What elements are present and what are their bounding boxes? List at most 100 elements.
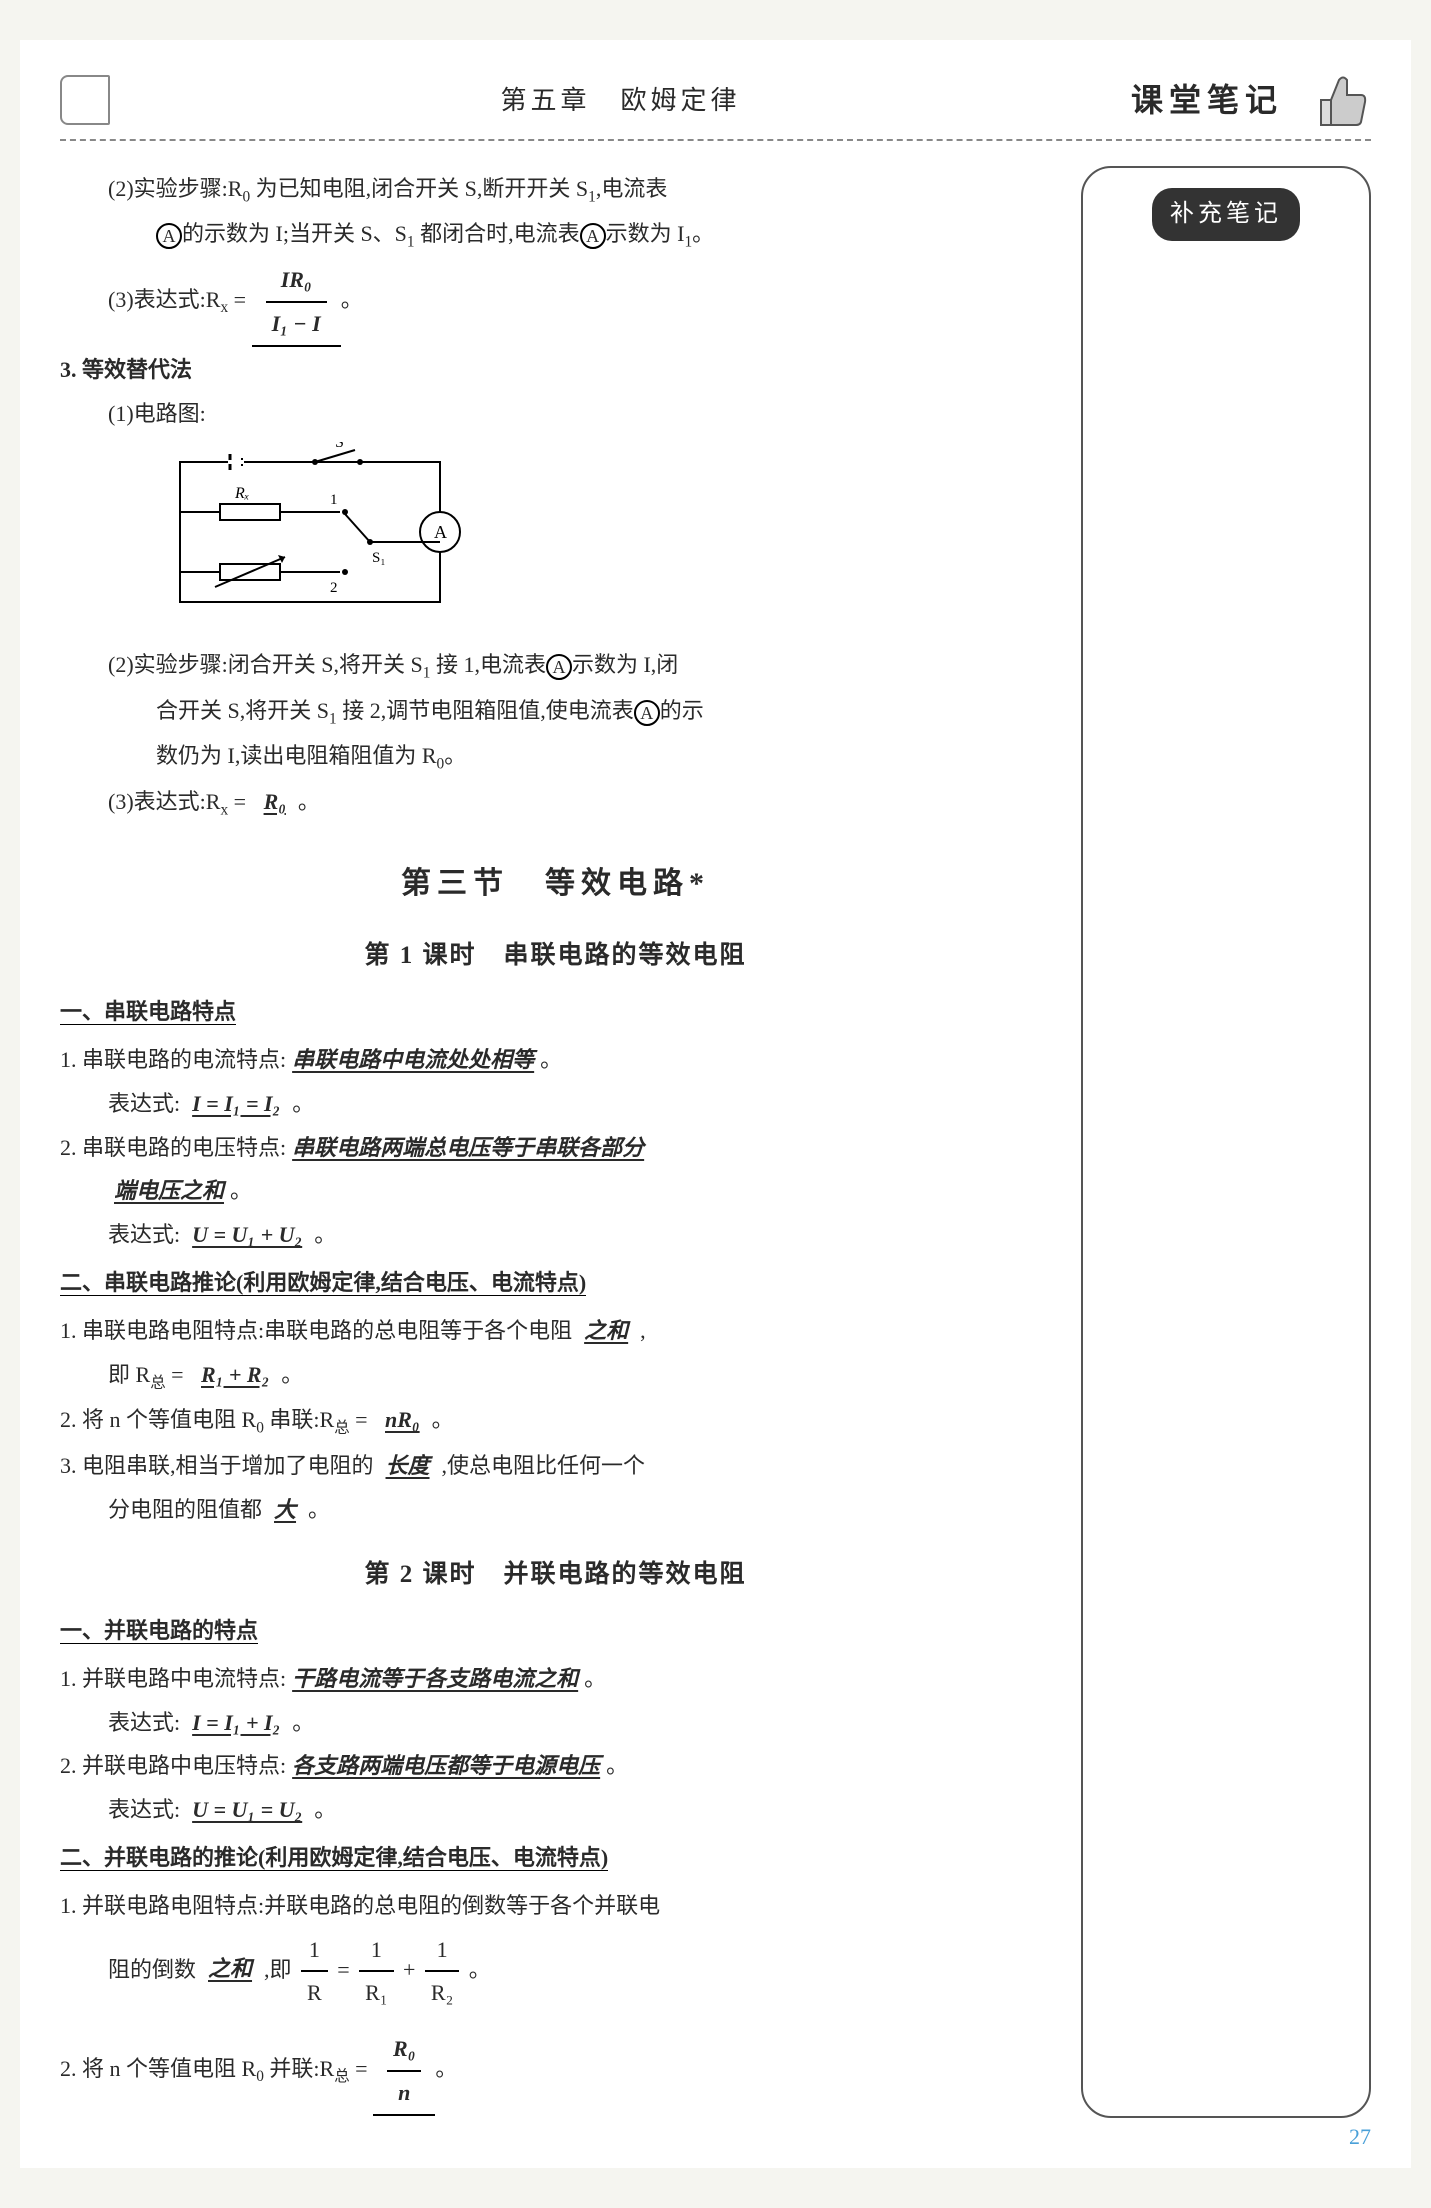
book-icon [60, 75, 110, 125]
text: 。 [432, 1407, 454, 1432]
notes-sidebar: 补充笔记 [1081, 166, 1371, 2118]
numerator: R₀ [387, 2028, 421, 2072]
answer-blank: U = U₁ + U₂ [180, 1222, 314, 1247]
answer-blank: 端电压之和 [108, 1178, 230, 1203]
answer-blank: IR₀ I₁ − I [252, 259, 341, 347]
section-title: 第三节 等效电路* [60, 855, 1051, 912]
text: (3)表达式:R [108, 789, 220, 814]
text: 合开关 S,将开关 S [156, 698, 329, 723]
m3-step2-l2: 合开关 S,将开关 S1 接 2,调节电阻箱阻值,使电流表A的示 [60, 690, 1051, 734]
lesson2-title: 第 2 课时 并联电路的等效电阻 [60, 1551, 1051, 1599]
text: 2. 并联电路中电压特点: [60, 1753, 286, 1778]
text: ,使总电阻比任何一个 [442, 1453, 646, 1478]
text: (2)实验步骤:R [108, 176, 242, 201]
text: + [403, 1956, 421, 1981]
text: = [228, 287, 251, 312]
text: 。 [308, 1497, 330, 1522]
fraction: R₀ n [387, 2028, 421, 2114]
fraction: IR₀ I₁ − I [266, 259, 327, 345]
text: 表达式: [108, 1797, 180, 1822]
text: 。 [469, 1956, 491, 1981]
text: 串联:R [264, 1407, 334, 1432]
numerator: IR₀ [266, 259, 327, 303]
parallel-voltage: 2. 并联电路中电压特点:各支路两端电压都等于电源电压。 [60, 1745, 1051, 1787]
series-voltage-l2: 端电压之和。 [60, 1170, 1051, 1212]
parallel-res-1b: 阻的倒数之和,即 1R = 1R₁ + 1R₂ 。 [60, 1929, 1051, 2015]
text: ,即 [264, 1956, 292, 1981]
svg-text:2: 2 [330, 580, 338, 596]
series-res-2: 2. 将 n 个等值电阻 R0 串联:R总 = nR₀。 [60, 1399, 1051, 1443]
text: 3. 电阻串联,相当于增加了电阻的 [60, 1453, 374, 1478]
text: 。 [444, 743, 466, 768]
circuit-diagram: S A Rₓ 1 [160, 442, 1051, 636]
sub-heading-3: 一、并联电路的特点 [60, 1610, 1051, 1652]
answer-blank: nR₀ [373, 1407, 432, 1432]
answer-blank: 之和 [196, 1956, 264, 1981]
sub: 1 [329, 710, 337, 727]
text: 2. 将 n 个等值电阻 R [60, 1407, 256, 1432]
page-header: 第五章 欧姆定律 课堂笔记 [60, 70, 1371, 141]
parallel-res-2: 2. 将 n 个等值电阻 R0 并联:R总 = R₀ n 。 [60, 2028, 1051, 2116]
text: 1. 并联电路电阻特点:并联电路的总电阻的倒数等于各个并联电 [60, 1893, 660, 1918]
parallel-voltage-expr: 表达式:U = U₁ = U₂。 [60, 1789, 1051, 1831]
svg-text:A: A [434, 522, 447, 542]
series-current: 1. 串联电路的电流特点:串联电路中电流处处相等。 [60, 1039, 1051, 1081]
series-voltage: 2. 串联电路的电压特点:串联电路两端总电压等于串联各部分 [60, 1127, 1051, 1169]
text: 表达式: [108, 1091, 180, 1116]
text: 数仍为 I,读出电阻箱阻值为 R [156, 743, 437, 768]
sub: 0 [242, 188, 250, 205]
svg-text:S₁: S₁ [372, 550, 386, 566]
text: 。 [314, 1797, 336, 1822]
text: 表达式: [108, 1222, 180, 1247]
text: (3)表达式:R [108, 287, 220, 312]
fraction: 1R₂ [425, 1929, 459, 2015]
sub-heading-1: 一、串联电路特点 [60, 991, 1051, 1033]
m3-step2-l3: 数仍为 I,读出电阻箱阻值为 R0。 [60, 735, 1051, 779]
answer-blank: 串联电路两端总电压等于串联各部分 [286, 1135, 650, 1160]
sub: 1 [407, 234, 415, 251]
text: 第 1 课时 串联电路的等效电阻 [364, 942, 746, 969]
text: 。 [230, 1178, 252, 1203]
ammeter-a-icon: A [634, 700, 660, 726]
svg-text:Rₓ: Rₓ [234, 485, 249, 502]
text: 接 2,调节电阻箱阻值,使电流表 [337, 698, 634, 723]
heading: 一、串联电路特点 [60, 999, 236, 1025]
sub-heading-4: 二、并联电路的推论(利用欧姆定律,结合电压、电流特点) [60, 1837, 1051, 1879]
denominator: R₁ [359, 1972, 393, 2014]
denominator: I₁ − I [266, 303, 327, 345]
text: 1. 串联电路电阻特点:串联电路的总电阻等于各个电阻 [60, 1318, 572, 1343]
text: = [228, 789, 251, 814]
lesson1-title: 第 1 课时 串联电路的等效电阻 [60, 932, 1051, 980]
text: 接 1,电流表 [430, 652, 546, 677]
chapter-title: 第五章 欧姆定律 [500, 76, 740, 125]
sub: 1 [588, 188, 596, 205]
parallel-current-expr: 表达式:I = I₁ + I₂。 [60, 1702, 1051, 1744]
series-voltage-expr: 表达式:U = U₁ + U₂。 [60, 1214, 1051, 1256]
text: 。 [298, 789, 320, 814]
series-res-1: 1. 串联电路电阻特点:串联电路的总电阻等于各个电阻之和, [60, 1310, 1051, 1352]
text: (2)实验步骤:闭合开关 S,将开关 S [108, 652, 423, 677]
series-res-1b: 即 R总 = R₁ + R₂。 [60, 1354, 1051, 1398]
sub: x [220, 299, 228, 316]
answer-blank: R₀ n [373, 2028, 435, 2116]
parallel-current: 1. 并联电路中电流特点:干路电流等于各支路电流之和。 [60, 1658, 1051, 1700]
sub: 总 [150, 1374, 165, 1391]
sub: 总 [334, 2068, 349, 2085]
answer-blank: R₀ [252, 789, 298, 814]
notes-header: 课堂笔记 [1131, 70, 1371, 131]
numerator: 1 [301, 1929, 328, 1973]
parallel-res-1: 1. 并联电路电阻特点:并联电路的总电阻的倒数等于各个并联电 [60, 1885, 1051, 1927]
step2-line2: A的示数为 I;当开关 S、S1 都闭合时,电流表A示数为 I1。 [60, 213, 1051, 257]
answer-blank: 之和 [572, 1318, 640, 1343]
denominator: R₂ [425, 1972, 459, 2014]
page: 第五章 欧姆定律 课堂笔记 (2)实验步骤:R0 为已知电阻,闭合开关 S,断开… [20, 40, 1411, 2168]
notes-title: 课堂笔记 [1131, 70, 1283, 131]
circuit-label: (1)电路图: [60, 393, 1051, 435]
answer-blank: 干路电流等于各支路电流之和 [286, 1666, 584, 1691]
text: 。 [606, 1753, 628, 1778]
fraction: 1R [301, 1929, 328, 2015]
thumbs-up-icon [1311, 70, 1371, 130]
expr3: (3)表达式:Rx = IR₀ I₁ − I 。 [60, 259, 1051, 347]
text: 的示数为 I;当开关 S、S [182, 221, 407, 246]
svg-text:1: 1 [330, 492, 338, 508]
